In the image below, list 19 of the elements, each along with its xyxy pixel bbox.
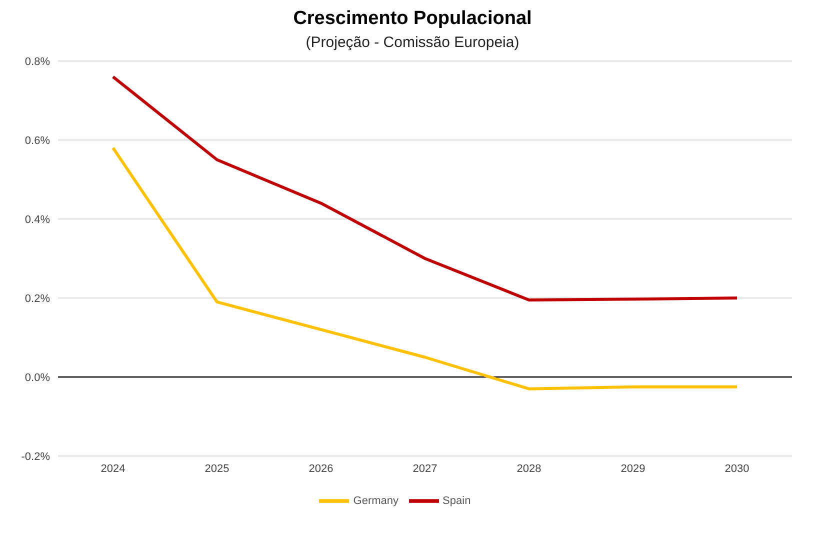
chart-title: Crescimento Populacional bbox=[292, 8, 533, 30]
y-tick-label: -0.2% bbox=[21, 450, 50, 463]
line-series bbox=[112, 75, 738, 302]
y-tick-label: 0.8% bbox=[24, 56, 50, 68]
x-tick-label: 2024 bbox=[100, 462, 126, 475]
chart-subtitle: (Projeção - Comissão Europeia) bbox=[304, 34, 520, 51]
y-tick-label: 0.6% bbox=[24, 134, 50, 147]
line-series bbox=[112, 146, 738, 390]
legend-label: Germany bbox=[353, 494, 399, 507]
x-tick-label: 2025 bbox=[204, 462, 230, 475]
x-tick-label: 2026 bbox=[308, 462, 334, 475]
y-tick-label: 0.4% bbox=[24, 214, 50, 226]
x-tick-label: 2028 bbox=[516, 462, 542, 475]
x-tick-label: 2030 bbox=[724, 462, 750, 475]
y-tick-label: 0.0% bbox=[24, 372, 50, 384]
legend-label: Spain bbox=[442, 494, 471, 507]
y-tick-label: 0.2% bbox=[24, 292, 50, 305]
x-tick-label: 2027 bbox=[412, 462, 438, 475]
x-tick-label: 2029 bbox=[620, 462, 646, 475]
